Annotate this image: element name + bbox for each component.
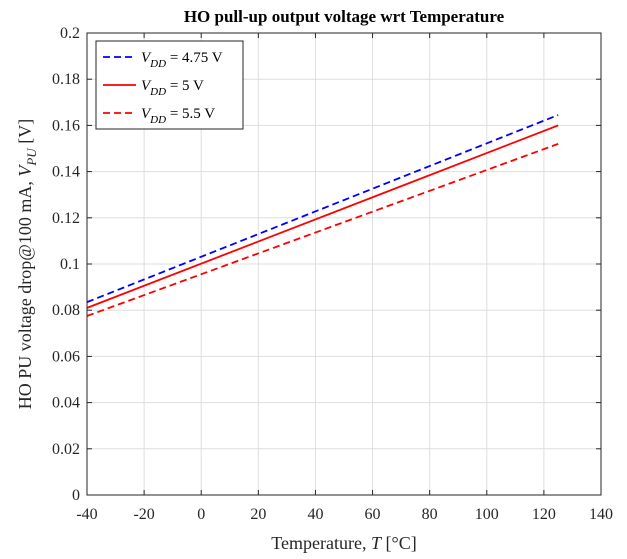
- x-tick-label: 80: [422, 506, 438, 523]
- legend-entry-var: V: [141, 106, 152, 122]
- series-group: [86, 114, 559, 317]
- legend-entry-var: V: [141, 78, 152, 94]
- y-axis-label-var: V: [15, 164, 35, 177]
- x-tick-label: 100: [475, 506, 499, 523]
- y-axis-label-sub: PU: [24, 147, 39, 167]
- legend-entry-3: VDD = 5.5 V: [141, 106, 215, 126]
- chart-title: HO pull-up output voltage wrt Temperatur…: [184, 7, 505, 26]
- x-tick-label: -20: [133, 506, 154, 523]
- y-axis-label-suffix: [V]: [15, 119, 35, 149]
- ticks: [86, 32, 602, 496]
- legend-entry-value: = 5.5 V: [166, 106, 215, 122]
- legend-entry-value: = 5 V: [166, 78, 204, 94]
- legend-entry-var: V: [141, 50, 152, 66]
- y-tick-label: 0.18: [52, 71, 80, 88]
- x-axis-label: Temperature, T [°C]: [271, 533, 416, 553]
- x-axis-label-suffix: [°C]: [381, 533, 417, 553]
- legend-entry-1: VDD = 4.75 V: [141, 50, 223, 70]
- x-tick-label: 120: [532, 506, 556, 523]
- y-tick-label: 0.1: [60, 256, 80, 273]
- legend-entry-sub: DD: [149, 86, 166, 98]
- y-tick-label: 0.2: [60, 25, 80, 42]
- y-tick-label: 0.16: [52, 117, 80, 134]
- legend-entry-sub: DD: [149, 114, 166, 126]
- x-tick-label: -40: [76, 506, 97, 523]
- y-axis-label: HO PU voltage drop@100 mA, VPU [V]: [15, 119, 39, 409]
- series-line-1: [86, 114, 559, 303]
- y-tick-label: 0: [72, 487, 80, 504]
- x-axis-label-prefix: Temperature,: [271, 533, 371, 553]
- series-line-3: [86, 143, 559, 317]
- x-tick-label: 20: [250, 506, 266, 523]
- tick-labels: -40 -20 0 20 40 60 80 100 120 140 0 0.02 0.04 0.06 0.0…: [52, 25, 613, 523]
- y-tick-label: 0.08: [52, 302, 80, 319]
- y-tick-label: 0.02: [52, 441, 80, 458]
- series-line-2: [86, 124, 559, 309]
- y-tick-label: 0.04: [52, 395, 80, 412]
- legend-entry-2: VDD = 5 V: [141, 78, 204, 98]
- x-tick-label: 60: [365, 506, 381, 523]
- legend-entry-sub: DD: [149, 58, 166, 70]
- x-tick-label: 40: [307, 506, 323, 523]
- x-tick-label: 140: [589, 506, 613, 523]
- y-tick-label: 0.14: [52, 164, 80, 181]
- x-tick-label: 0: [197, 506, 205, 523]
- x-axis-label-var: T: [371, 533, 383, 553]
- y-tick-label: 0.06: [52, 348, 80, 365]
- y-tick-label: 0.12: [52, 210, 80, 227]
- y-axis-label-prefix: HO PU voltage drop@100 mA,: [15, 177, 35, 410]
- legend-entry-value: = 4.75 V: [166, 50, 223, 66]
